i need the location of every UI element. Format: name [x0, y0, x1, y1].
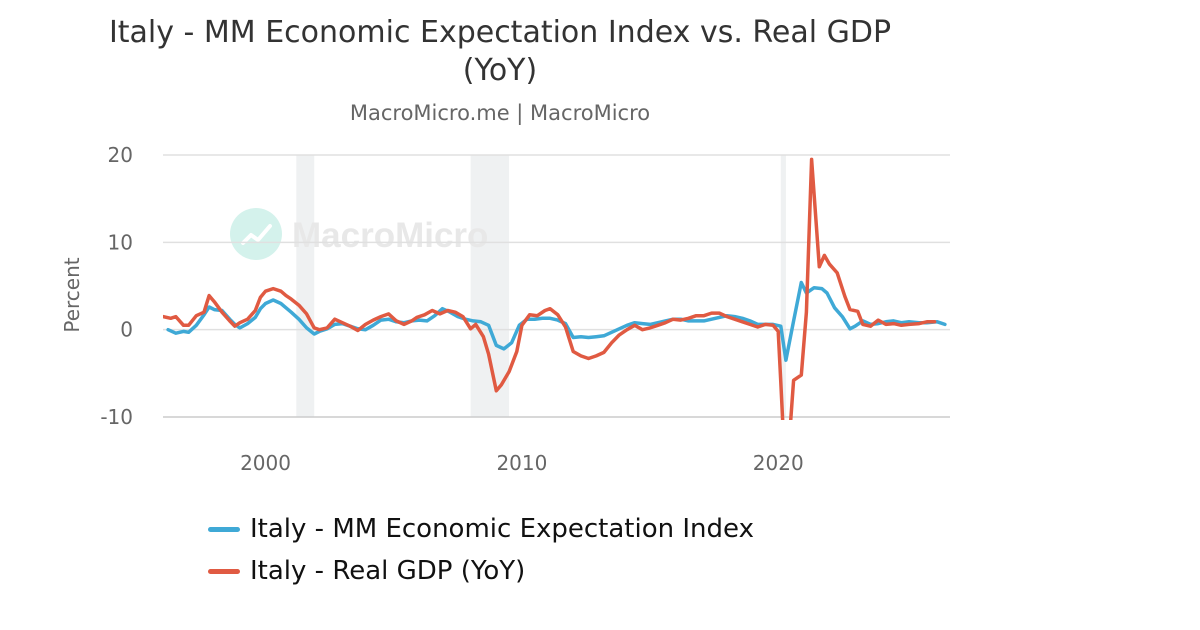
x-tick-label: 2020: [753, 451, 804, 475]
y-axis-label: Percent: [60, 257, 84, 333]
legend-item-expectation-index[interactable]: Italy - MM Economic Expectation Index: [208, 508, 754, 550]
legend-swatch-expectation-index: [208, 526, 240, 532]
series-line-real-gdp: [163, 157, 937, 420]
watermark: MacroMicro: [230, 208, 488, 260]
x-tick-label: 2010: [496, 451, 547, 475]
series-line-expectation-index: [166, 280, 947, 362]
y-tick-label: 0: [120, 318, 133, 342]
x-tick-label: 2000: [240, 451, 291, 475]
recession-band: [470, 155, 510, 417]
legend-item-real-gdp[interactable]: Italy - Real GDP (YoY): [208, 550, 754, 592]
recession-band: [780, 155, 786, 417]
y-tick-label: 20: [108, 143, 133, 167]
watermark-text: MacroMicro: [292, 216, 488, 255]
legend: Italy - MM Economic Expectation Index It…: [208, 508, 754, 592]
recession-band: [296, 155, 315, 417]
legend-label-real-gdp: Italy - Real GDP (YoY): [250, 556, 526, 586]
y-tick-label: -10: [100, 405, 133, 429]
legend-swatch-real-gdp: [208, 568, 240, 574]
chart-subtitle: MacroMicro.me | MacroMicro: [349, 101, 651, 125]
watermark-logo-trend-icon: [241, 224, 272, 245]
y-tick-label: 10: [108, 230, 133, 254]
legend-label-expectation-index: Italy - MM Economic Expectation Index: [250, 514, 754, 544]
watermark-logo-icon: [230, 208, 282, 260]
chart-title: Italy - MM Economic Expectation Index vs…: [108, 15, 892, 88]
